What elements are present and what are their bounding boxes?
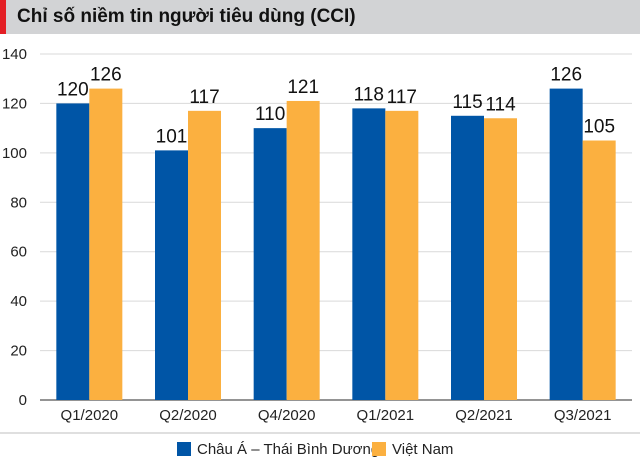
legend-label-asia-pacific: Châu Á – Thái Bình Dương: [197, 441, 379, 458]
bar-vietnam: [89, 88, 123, 400]
data-label: 120: [57, 79, 89, 100]
bar-asia-pacific: [253, 128, 287, 400]
chart-title: Chỉ số niềm tin người tiêu dùng (CCI): [17, 6, 356, 27]
bar-vietnam: [484, 118, 517, 400]
data-label: 117: [387, 87, 417, 108]
legend: Châu Á – Thái Bình Dương Việt Nam: [0, 432, 640, 458]
x-tick-label: Q2/2021: [455, 407, 513, 424]
bar-asia-pacific: [549, 88, 583, 400]
bar-asia-pacific: [451, 115, 484, 401]
y-tick-label: 0: [19, 392, 27, 409]
bar-asia-pacific: [352, 108, 386, 400]
bar-vietnam: [188, 110, 221, 400]
data-label: 114: [485, 94, 516, 115]
data-label: 121: [287, 77, 319, 98]
bar-vietnam: [385, 110, 419, 400]
data-label: 126: [90, 65, 122, 86]
x-tick-label: Q1/2020: [61, 407, 119, 424]
bar-vietnam: [286, 100, 320, 400]
bar-asia-pacific: [56, 103, 90, 400]
y-tick-label: 80: [10, 194, 27, 211]
data-label: 115: [452, 92, 482, 113]
y-tick-label: 20: [10, 343, 27, 360]
data-label: 101: [156, 126, 188, 147]
data-label: 105: [583, 117, 615, 138]
x-tick-label: Q4/2020: [258, 407, 316, 424]
x-tick-label: Q1/2021: [357, 407, 415, 424]
y-axis: 0 20 40 60 80 100 120 140: [2, 46, 27, 409]
legend-swatch-vietnam: [372, 442, 386, 456]
bar-asia-pacific: [155, 150, 188, 400]
data-label: 117: [189, 87, 219, 108]
bar-vietnam: [582, 140, 616, 400]
title-accent-bar: [0, 0, 6, 34]
data-label: 126: [550, 65, 582, 86]
data-label: 118: [354, 84, 384, 105]
y-tick-label: 120: [2, 95, 27, 112]
legend-label-vietnam: Việt Nam: [392, 441, 453, 458]
gridlines: [40, 53, 632, 401]
x-axis: Q1/2020 Q2/2020 Q4/2020 Q1/2021 Q2/2021 Q3/20…: [61, 407, 612, 424]
data-label: 110: [255, 104, 285, 125]
y-tick-label: 40: [10, 293, 27, 310]
x-tick-label: Q3/2021: [554, 407, 612, 424]
bars: [56, 88, 616, 401]
y-tick-label: 100: [2, 145, 27, 162]
y-tick-label: 60: [10, 244, 27, 261]
x-tick-label: Q2/2020: [159, 407, 217, 424]
title-bar: Chỉ số niềm tin người tiêu dùng (CCI): [0, 0, 640, 34]
legend-swatch-asia-pacific: [177, 442, 191, 456]
y-tick-label: 140: [2, 46, 27, 63]
